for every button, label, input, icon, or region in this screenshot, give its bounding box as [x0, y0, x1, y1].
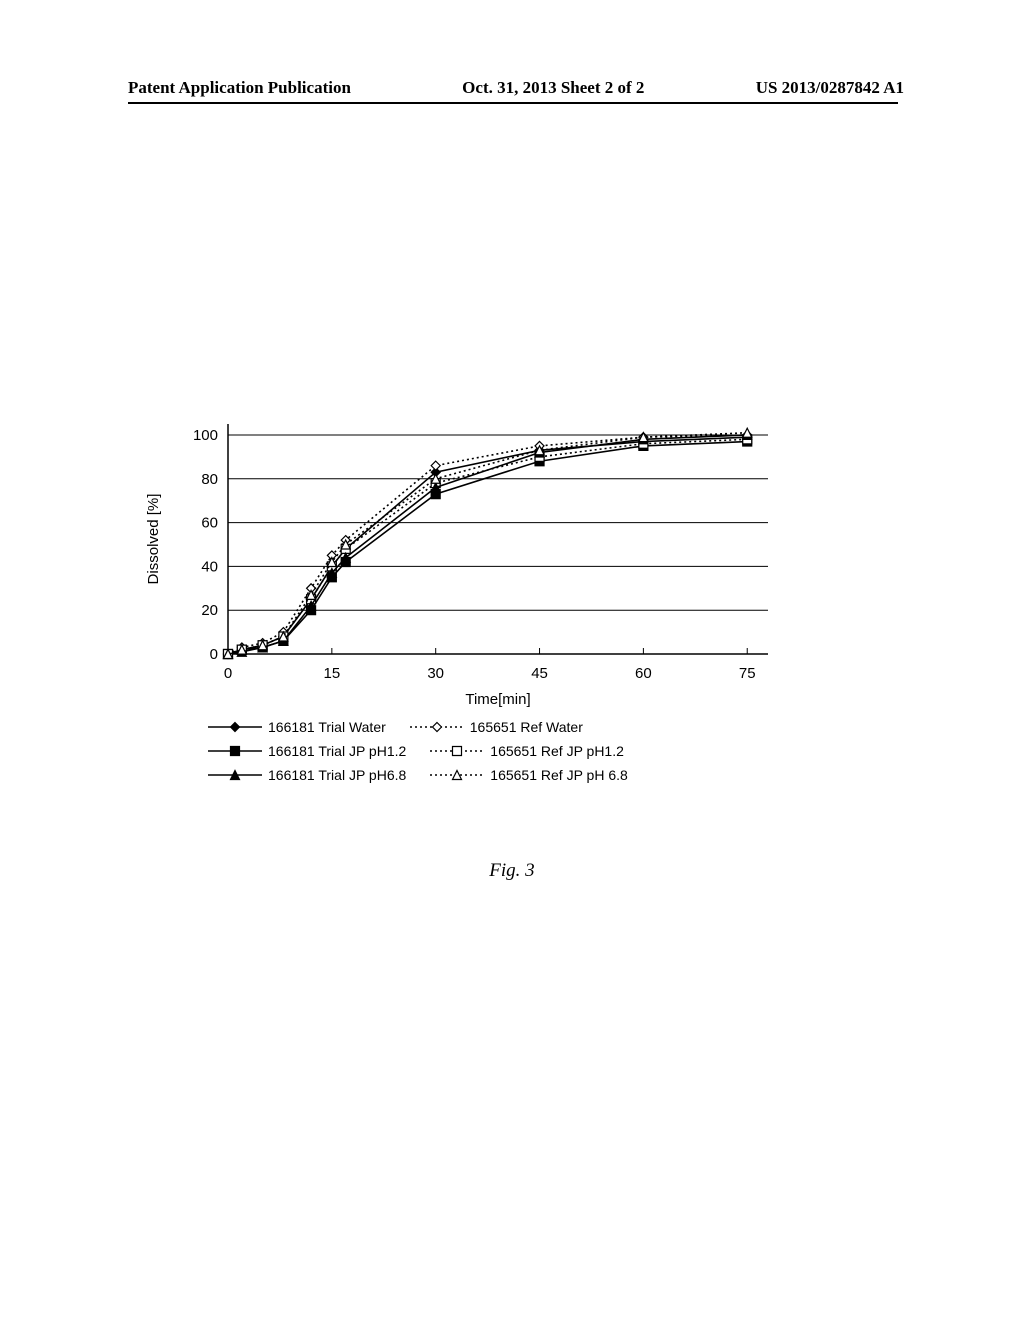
- chart-svg: 0 20 40 60 80 100 0 15 30 45 60 75 Time[min] Dissolve…: [140, 412, 820, 712]
- dissolution-chart: 0 20 40 60 80 100 0 15 30 45 60 75 Time[min] Dissolve…: [140, 412, 820, 712]
- legend-label: 166181 Trial Water: [268, 716, 386, 738]
- legend-label: 165651 Ref JP pH1.2: [490, 740, 624, 762]
- svg-text:60: 60: [201, 515, 218, 532]
- svg-text:75: 75: [739, 665, 756, 682]
- legend-label: 165651 Ref JP pH 6.8: [490, 764, 628, 786]
- svg-text:80: 80: [201, 471, 218, 488]
- legend-label: 166181 Trial JP pH1.2: [268, 740, 406, 762]
- header-center: Oct. 31, 2013 Sheet 2 of 2: [462, 78, 644, 98]
- svg-text:45: 45: [531, 665, 548, 682]
- legend-swatch: [430, 744, 484, 758]
- svg-text:20: 20: [201, 602, 218, 619]
- chart-legend: 166181 Trial Water165651 Ref Water166181…: [208, 716, 646, 788]
- header-right: US 2013/0287842 A1: [756, 78, 904, 98]
- figure-caption: Fig. 3: [0, 860, 1024, 882]
- svg-text:60: 60: [635, 665, 652, 682]
- svg-text:Dissolved [%]: Dissolved [%]: [145, 494, 162, 585]
- svg-text:40: 40: [201, 558, 218, 575]
- header-left: Patent Application Publication: [128, 78, 351, 98]
- legend-swatch: [410, 720, 464, 734]
- svg-text:15: 15: [324, 665, 341, 682]
- svg-text:100: 100: [193, 427, 218, 444]
- legend-swatch: [208, 744, 262, 758]
- legend-label: 165651 Ref Water: [470, 716, 583, 738]
- svg-text:30: 30: [427, 665, 444, 682]
- page-header: Patent Application Publication Oct. 31, …: [0, 78, 1024, 98]
- svg-text:0: 0: [210, 646, 218, 663]
- legend-row: 166181 Trial JP pH6.8 165651 Ref JP pH 6.…: [208, 764, 646, 786]
- legend-swatch: [208, 768, 262, 782]
- legend-label: 166181 Trial JP pH6.8: [268, 764, 406, 786]
- legend-swatch: [208, 720, 262, 734]
- legend-swatch: [430, 768, 484, 782]
- svg-text:Time[min]: Time[min]: [465, 691, 530, 708]
- legend-row: 166181 Trial JP pH1.2 165651 Ref JP pH1.2: [208, 740, 646, 762]
- header-rule: [128, 102, 898, 104]
- svg-text:0: 0: [224, 665, 232, 682]
- legend-row: 166181 Trial Water 165651 Ref Water: [208, 716, 646, 738]
